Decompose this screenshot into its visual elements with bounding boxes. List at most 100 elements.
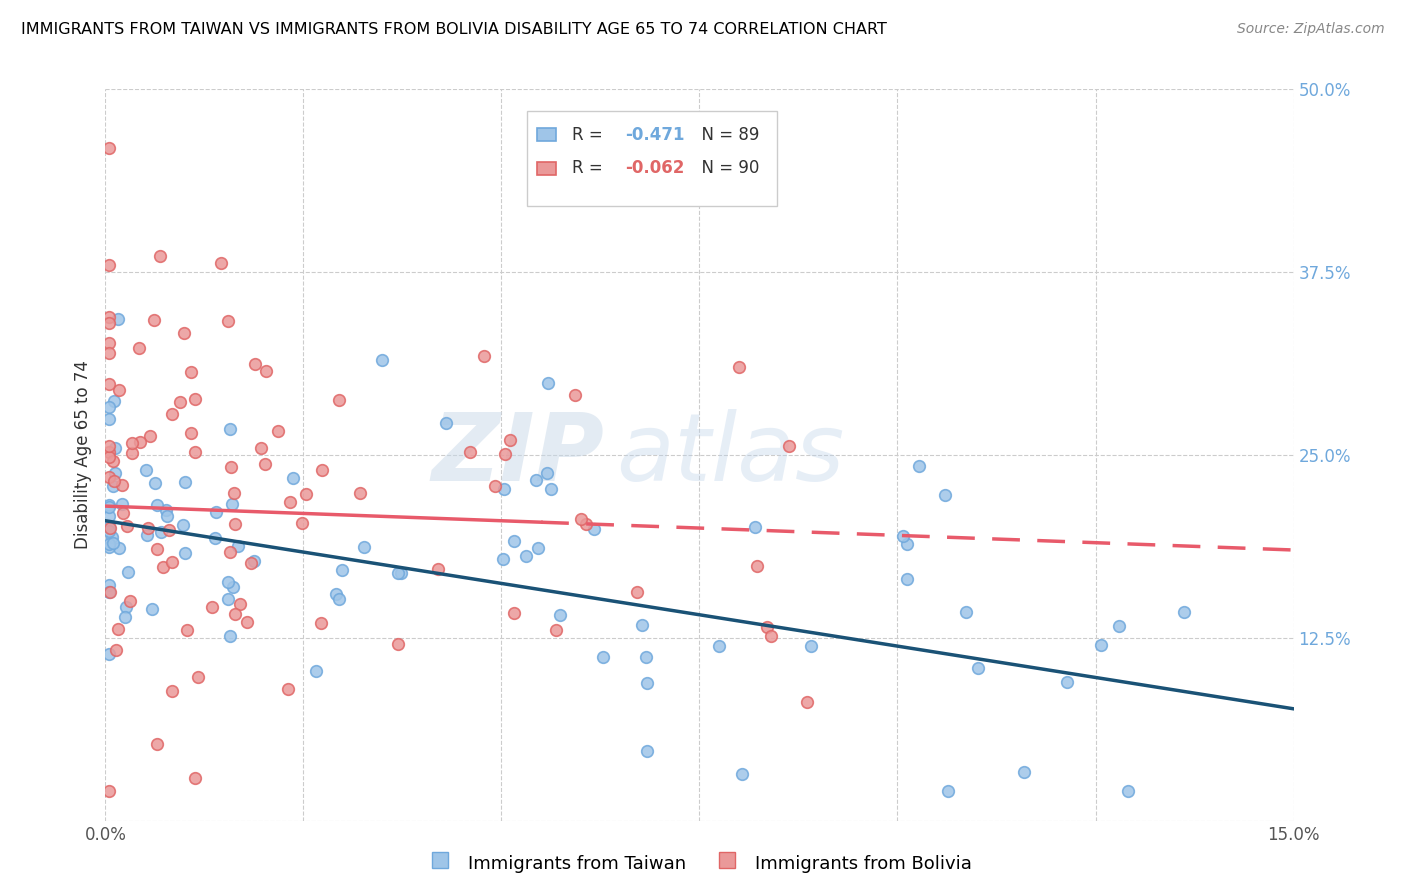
Point: [283, 471, 305, 485]
Point: [544, 624, 567, 638]
Point: [209, 255, 232, 269]
Point: [98, 412, 121, 426]
Point: [1090, 638, 1112, 652]
FancyBboxPatch shape: [527, 112, 776, 206]
Point: [184, 392, 207, 407]
Point: [896, 537, 918, 551]
Point: [98, 585, 121, 599]
Point: [796, 695, 818, 709]
Point: [527, 541, 550, 555]
Point: [160, 684, 183, 698]
Point: [311, 463, 333, 477]
Point: [98, 537, 121, 551]
Point: [169, 395, 191, 409]
Point: [936, 784, 959, 798]
Point: [458, 445, 481, 459]
Point: [219, 422, 242, 436]
Point: [136, 528, 159, 542]
Point: [540, 482, 562, 496]
Text: ZIP: ZIP: [432, 409, 605, 501]
Point: [224, 607, 246, 622]
Point: [224, 517, 246, 532]
Point: [967, 661, 990, 675]
Y-axis label: Disability Age 65 to 74: Disability Age 65 to 74: [75, 360, 93, 549]
Point: [98, 521, 121, 535]
Point: [634, 650, 657, 665]
Point: [756, 619, 779, 633]
Point: [636, 744, 658, 758]
Point: [136, 521, 159, 535]
Point: [128, 341, 150, 355]
Point: [1173, 605, 1195, 619]
Point: [426, 562, 449, 576]
Point: [98, 450, 121, 465]
Point: [143, 476, 166, 491]
Point: [1108, 619, 1130, 633]
Point: [141, 601, 163, 615]
Point: [484, 479, 506, 493]
Point: [111, 497, 134, 511]
Point: [222, 486, 245, 500]
Point: [536, 466, 558, 480]
Point: [218, 545, 240, 559]
Point: [98, 401, 121, 415]
Point: [98, 519, 121, 533]
Point: [328, 592, 350, 607]
Point: [267, 424, 290, 438]
Point: [115, 519, 138, 533]
Point: [217, 591, 239, 606]
Point: [1056, 675, 1078, 690]
Point: [731, 767, 754, 781]
FancyBboxPatch shape: [537, 128, 555, 141]
Point: [492, 482, 515, 496]
Point: [104, 466, 127, 480]
Point: [98, 584, 121, 599]
Point: [98, 310, 121, 325]
Point: [98, 469, 121, 483]
Point: [152, 559, 174, 574]
Point: [349, 486, 371, 500]
Point: [98, 336, 121, 351]
Point: [135, 463, 157, 477]
Point: [149, 249, 172, 263]
Point: [571, 511, 593, 525]
Point: [727, 359, 749, 374]
Point: [205, 505, 228, 519]
Point: [631, 617, 654, 632]
Point: [160, 407, 183, 421]
Point: [564, 388, 586, 402]
Point: [103, 475, 125, 489]
Point: [172, 518, 194, 533]
Point: [107, 623, 129, 637]
Point: [575, 517, 598, 532]
Point: [98, 445, 121, 459]
Point: [98, 141, 121, 155]
Point: [526, 474, 548, 488]
Point: [236, 615, 259, 629]
Point: [494, 447, 516, 461]
Point: [150, 524, 173, 539]
Point: [180, 365, 202, 379]
Text: IMMIGRANTS FROM TAIWAN VS IMMIGRANTS FROM BOLIVIA DISABILITY AGE 65 TO 74 CORREL: IMMIGRANTS FROM TAIWAN VS IMMIGRANTS FRO…: [21, 22, 887, 37]
Text: atlas: atlas: [616, 409, 845, 500]
Point: [254, 457, 277, 471]
Point: [101, 454, 124, 468]
Point: [222, 580, 245, 594]
Text: Source: ZipAtlas.com: Source: ZipAtlas.com: [1237, 22, 1385, 37]
Point: [121, 446, 143, 460]
Point: [229, 597, 252, 611]
Point: [139, 428, 162, 442]
Point: [305, 664, 328, 678]
Point: [98, 784, 121, 798]
Point: [98, 524, 121, 538]
Point: [387, 566, 409, 580]
Point: [98, 647, 121, 661]
Point: [243, 357, 266, 371]
Point: [228, 539, 250, 553]
Point: [934, 488, 956, 502]
Point: [98, 316, 121, 330]
Point: [101, 530, 124, 544]
Point: [309, 615, 332, 630]
Point: [98, 540, 121, 554]
Point: [759, 630, 782, 644]
